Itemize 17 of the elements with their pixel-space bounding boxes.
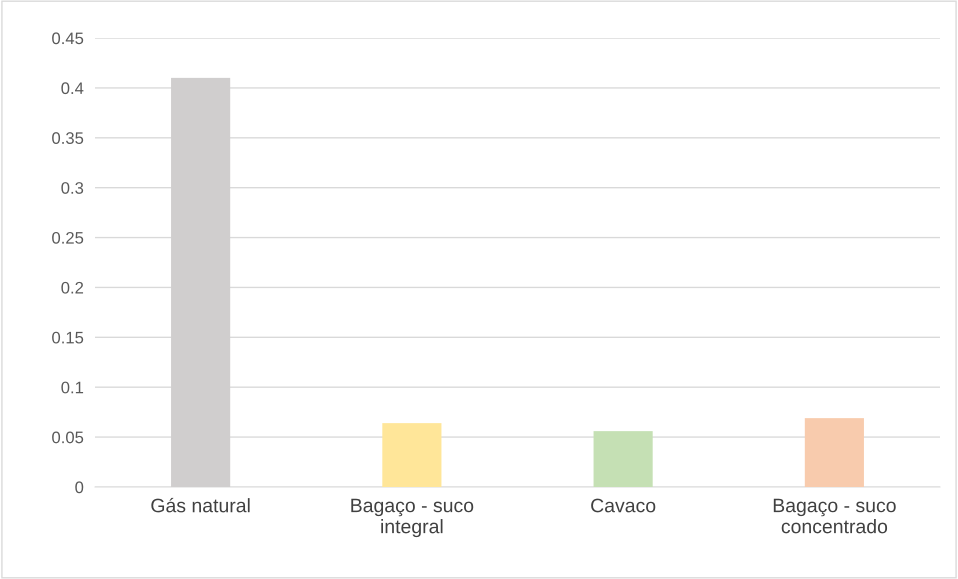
bar	[594, 431, 653, 487]
bar	[382, 423, 442, 487]
y-tick-label: 0.35	[52, 132, 84, 144]
y-tick-label: 0.45	[52, 32, 84, 44]
y-tick-label: 0.3	[61, 182, 84, 194]
y-tick-label: 0.2	[61, 282, 84, 294]
y-tick-label: 0.15	[52, 332, 84, 344]
x-tick-label: Gás natural	[151, 498, 250, 512]
bar	[804, 418, 864, 487]
y-tick-label: 0.05	[52, 432, 84, 444]
y-tick-label: 0.25	[52, 232, 84, 244]
y-tick-label: 0	[75, 481, 84, 494]
x-tick-label: Cavaco	[591, 498, 656, 512]
y-tick-label: 0.1	[61, 382, 84, 394]
y-tick-label: 0.4	[61, 82, 84, 94]
x-tick-label: Bagaço - suco concentrado	[774, 498, 896, 534]
x-tick-label: Bagaço - suco integral	[351, 498, 474, 538]
